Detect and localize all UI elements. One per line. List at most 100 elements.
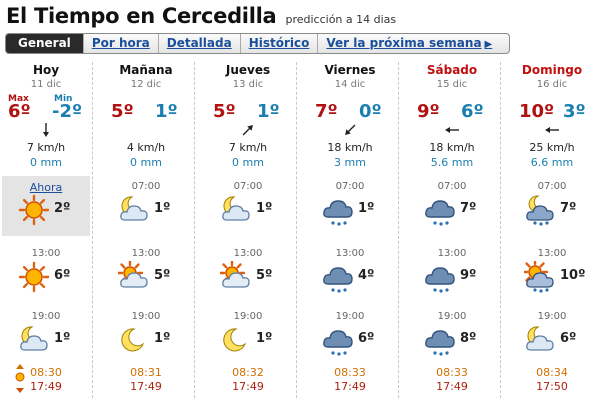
- rain-cloud-icon: [322, 324, 354, 356]
- slot-temperature: 8º: [460, 331, 477, 346]
- slot-temperature: 9º: [460, 268, 477, 283]
- rain-cloud-icon: [424, 261, 456, 293]
- day-separator: [398, 62, 399, 398]
- sun-cloud-icon: [218, 259, 252, 293]
- slot-time: 19:00: [233, 311, 263, 322]
- wind-speed: 25 km/h: [529, 141, 575, 154]
- time-slot: 07:00 7º: [401, 176, 503, 236]
- slot-time: 07:00: [537, 181, 567, 192]
- max-temperature: 5º: [111, 101, 134, 122]
- slot-temperature: 2º: [54, 201, 71, 216]
- sunrise-time: 08:31: [130, 366, 162, 379]
- wind-speed: 7 km/h: [228, 141, 268, 154]
- rain-cloud-icon: [322, 194, 354, 226]
- time-slot: 19:00 1º: [197, 306, 299, 366]
- max-temperature: 7º: [315, 101, 338, 122]
- max-temperature: 6º: [8, 101, 31, 122]
- slot-temperature: 1º: [154, 331, 171, 346]
- tab-general[interactable]: General: [6, 34, 84, 53]
- page-subtitle: predicción a 14 dias: [285, 13, 397, 26]
- sun-icon: [18, 194, 50, 226]
- sunset-time: 17:49: [30, 380, 62, 393]
- day-name: Mañana: [119, 63, 173, 77]
- day-name: Jueves: [225, 63, 271, 77]
- max-temperature: 9º: [417, 101, 440, 122]
- min-label: Min: [54, 94, 73, 104]
- time-slot: 07:00 1º: [197, 176, 299, 236]
- slot-time: 13:00: [537, 248, 567, 259]
- sunrise-time: 08:32: [232, 366, 264, 379]
- precipitation: 0 mm: [30, 156, 62, 169]
- day-date: 12 dic: [130, 79, 162, 90]
- slot-temperature: 1º: [256, 331, 273, 346]
- time-slot: 19:00 1º: [95, 306, 197, 366]
- min-temperature: 1º: [155, 101, 178, 122]
- day-separator: [92, 62, 93, 398]
- sunset-time: 17:49: [334, 380, 366, 393]
- slot-time: 13:00: [437, 248, 467, 259]
- forecast-grid: Hoy 11 dic Max Min 6º -2º 7 km/h 0 mm Ahora 2º 13:…: [0, 58, 602, 400]
- day-date: 14 dic: [334, 79, 366, 90]
- sunrise-time: 08:33: [334, 366, 366, 379]
- slot-temperature: 4º: [358, 268, 375, 283]
- slot-temperature: 6º: [54, 268, 71, 283]
- sun-cloud-icon: [116, 259, 150, 293]
- time-slot: 13:00 4º: [299, 243, 401, 303]
- day-column[interactable]: Jueves 13 dic 5º 1º 7 km/h 0 mm 07:00 1º 13:00 5º…: [197, 58, 299, 400]
- day-column[interactable]: Domingo 16 dic 10º 3º 25 km/h 6.6 mm 07:00 7º 13…: [503, 58, 601, 400]
- now-link[interactable]: Ahora: [29, 181, 63, 194]
- precipitation: 6.6 mm: [530, 156, 574, 169]
- slot-temperature: 1º: [358, 201, 375, 216]
- slot-time: 19:00: [31, 311, 61, 322]
- time-slot: 07:00 7º: [503, 176, 601, 236]
- time-slot: 19:00 8º: [401, 306, 503, 366]
- wind-direction-icon: [138, 122, 154, 138]
- slot-temperature: 5º: [154, 268, 171, 283]
- wind-speed: 18 km/h: [429, 141, 475, 154]
- slot-temperature: 5º: [256, 268, 273, 283]
- slot-time: 13:00: [31, 248, 61, 259]
- time-slot: 13:00 6º: [2, 243, 90, 303]
- sunset-time: 17:49: [232, 380, 264, 393]
- max-temperature: 5º: [213, 101, 236, 122]
- time-slot: 07:00 1º: [299, 176, 401, 236]
- min-temperature: 6º: [461, 101, 484, 122]
- moon-icon: [118, 324, 150, 356]
- tab-bar: General Por hora Detallada Histórico Ver…: [5, 33, 510, 54]
- moon-cloud-icon: [18, 324, 50, 356]
- sunrise-sunset-icon: [14, 364, 26, 394]
- rain-cloud-icon: [424, 324, 456, 356]
- day-column[interactable]: Mañana 12 dic 5º 1º 4 km/h 0 mm 07:00 1º 13:00 5º…: [95, 58, 197, 400]
- day-name: Viernes: [324, 63, 376, 77]
- max-temperature: 10º: [519, 101, 555, 122]
- chevron-right-icon: ▶: [484, 39, 493, 50]
- tab-historico[interactable]: Histórico: [241, 34, 319, 53]
- day-separator: [194, 62, 195, 398]
- slot-time: 19:00: [437, 311, 467, 322]
- day-column[interactable]: Sábado 15 dic 9º 6º 18 km/h 5.6 mm 07:00 7º 13:0…: [401, 58, 503, 400]
- slot-temperature: 10º: [560, 268, 586, 283]
- precipitation: 0 mm: [232, 156, 264, 169]
- tab-next-week[interactable]: Ver la próxima semana ▶: [318, 34, 509, 53]
- day-column[interactable]: Viernes 14 dic 7º 0º 18 km/h 3 mm 07:00 1º 13:00…: [299, 58, 401, 400]
- slot-time: 19:00: [131, 311, 161, 322]
- tab-detallada[interactable]: Detallada: [159, 34, 241, 53]
- moon-cloud-icon: [220, 194, 252, 226]
- day-date: 11 dic: [30, 79, 62, 90]
- wind-direction-icon: [444, 122, 460, 138]
- time-slot: 19:00 1º: [2, 306, 90, 366]
- day-date: 15 dic: [436, 79, 468, 90]
- min-temperature: -2º: [52, 101, 83, 122]
- moon-cloud-icon: [524, 324, 556, 356]
- day-name: Hoy: [32, 63, 60, 77]
- slot-temperature: 1º: [256, 201, 273, 216]
- slot-temperature: 6º: [358, 331, 375, 346]
- slot-time: 13:00: [131, 248, 161, 259]
- tab-por-hora[interactable]: Por hora: [84, 34, 159, 53]
- wind-speed: 4 km/h: [126, 141, 166, 154]
- day-column[interactable]: Hoy 11 dic Max Min 6º -2º 7 km/h 0 mm Ahora 2º 13:…: [2, 58, 90, 400]
- slot-time: 13:00: [233, 248, 263, 259]
- day-name: Sábado: [426, 63, 478, 77]
- slot-time: 13:00: [335, 248, 365, 259]
- time-slot: 13:00 5º: [197, 243, 299, 303]
